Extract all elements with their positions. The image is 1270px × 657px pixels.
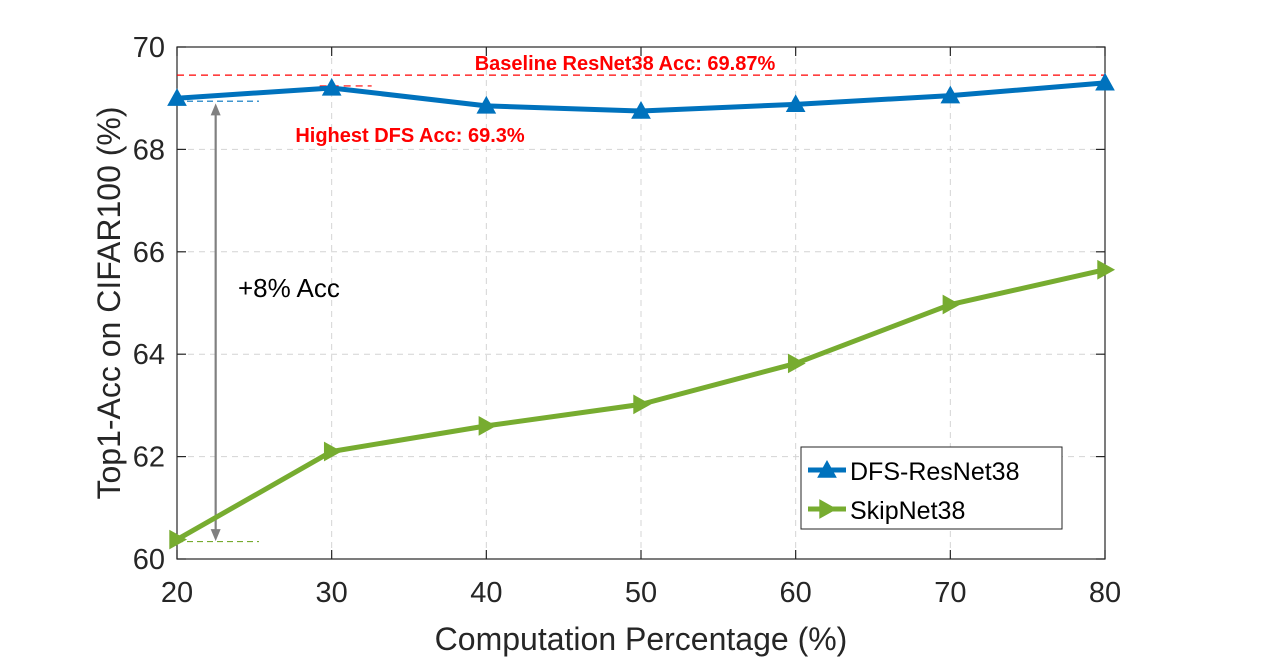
x-tick-label: 40: [470, 577, 502, 609]
data-point-dfs-resnet38: [1095, 72, 1115, 91]
data-point-dfs-resnet38: [321, 77, 342, 96]
data-point-dfs-resnet38: [785, 94, 806, 113]
x-tick-label: 80: [1089, 577, 1121, 609]
data-point-dfs-resnet38: [167, 88, 187, 106]
legend-label-skipnet38: SkipNet38: [850, 497, 965, 525]
y-tick-label: 70: [133, 32, 165, 64]
data-point-skipnet38: [942, 294, 961, 315]
data-point-skipnet38: [478, 416, 497, 436]
gap-arrow-head-bottom: [210, 529, 221, 542]
y-tick-label: 60: [133, 544, 165, 576]
x-tick-label: 50: [625, 577, 657, 609]
data-point-dfs-resnet38: [476, 95, 497, 114]
x-tick-label: 60: [780, 577, 812, 609]
data-point-dfs-resnet38: [631, 100, 651, 119]
y-tick-label: 68: [133, 134, 165, 166]
data-point-skipnet38: [787, 353, 806, 374]
data-point-dfs-resnet38: [940, 85, 961, 104]
baseline-annotation: Baseline ResNet38 Acc: 69.87%: [475, 53, 776, 75]
legend-box: [800, 446, 1063, 530]
y-tick-label: 62: [133, 442, 165, 474]
x-tick-label: 70: [934, 577, 966, 609]
legend-items: [808, 459, 846, 519]
x-tick-label: 30: [316, 577, 348, 609]
y-axis-label: Top1-Acc on CIFAR100 (%): [91, 106, 127, 499]
series-layer: [167, 72, 1116, 550]
y-axis: 60 62 64 66 68 70: [133, 32, 1105, 576]
legend-marker-dfs-resnet38: [817, 459, 837, 478]
data-point-skipnet38: [323, 441, 342, 462]
data-point-skipnet38: [1097, 259, 1116, 280]
legend-marker-skipnet38: [819, 499, 838, 519]
y-tick-label: 66: [133, 237, 165, 269]
legend-label-dfs-resnet38: DFS-ResNet38: [850, 458, 1020, 486]
data-point-skipnet38: [169, 529, 188, 550]
annotation-lines: [177, 74, 1105, 543]
legend: DFS-ResNet38 SkipNet38: [800, 446, 1063, 530]
x-axis: 20 30 40 50 60 70 80: [161, 47, 1121, 609]
gap-annotation: +8% Acc: [238, 273, 340, 303]
highest-dfs-annotation: Highest DFS Acc: 69.3%: [295, 125, 525, 147]
x-tick-label: 20: [161, 577, 193, 609]
y-tick-label: 64: [133, 339, 165, 371]
data-point-skipnet38: [633, 394, 652, 415]
gap-arrow-head-top: [210, 103, 221, 116]
x-axis-label: Computation Percentage (%): [435, 621, 848, 657]
